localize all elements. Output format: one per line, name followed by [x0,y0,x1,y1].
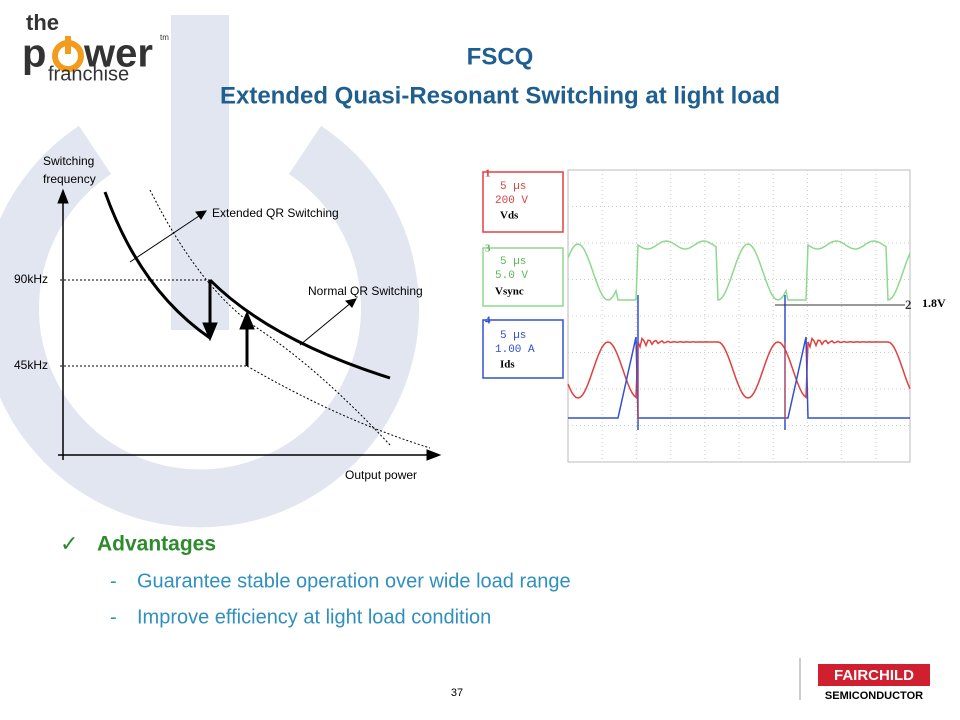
level-label: 45kHz [14,358,48,372]
footer-logo-sub: SEMICONDUCTOR [825,690,923,702]
y-axis-arrow [57,188,69,204]
lower-dotted [246,365,431,449]
channel-box [482,319,564,379]
callout-line [299,301,353,346]
down-arrow-head [202,322,218,342]
subtitle: Extended Quasi-Resonant Switching at lig… [220,82,780,109]
normal-label: Normal QR Switching [308,284,423,298]
logo-franchise: franchise [48,63,129,85]
check-mark: ✓ [60,531,78,556]
callout-head [344,298,357,308]
channel-box [482,171,564,233]
footer-logo-name: FAIRCHILD [834,667,914,684]
channel-name: Vds [500,210,519,222]
channel-box [482,247,564,307]
logo-tm: tm [160,33,169,42]
callout-line [129,213,203,263]
logo-the: the [26,10,59,35]
channel-name: Vsync [495,286,524,298]
channel-number: 4 [485,315,491,327]
x-axis-arrow [426,449,442,461]
watermark-arc [0,125,419,528]
channel-number: 3 [485,243,491,255]
bullet-text: Improve efficiency at light load conditi… [137,606,491,628]
up-arrow-head [239,310,255,330]
logo-wer: wer [83,32,153,76]
normal-qr-curve [208,278,391,380]
channel-scale: 5.0 V [495,270,528,282]
level-label: 90kHz [14,272,48,286]
bullet-text: Guarantee stable operation over wide loa… [137,570,571,592]
y-label: frequency [43,172,96,186]
normal-qr-dotted [149,189,391,446]
y-label: Switching [43,154,94,168]
scope [567,169,911,463]
channel-time: 5 µs [500,181,526,193]
ref-level: 1.8V [922,296,946,310]
channel-name: Ids [500,359,515,371]
advantages-heading: Advantages [97,533,216,556]
channel-time: 5 µs [500,330,526,342]
title: FSCQ [467,43,534,70]
waveform-vsync [567,240,911,301]
extended-qr-curve [103,191,211,340]
diagram [57,188,442,461]
footer-logo-box [818,664,930,686]
logo-p: p [22,32,46,76]
channel-boxes: 1 5 µs 200 V Vds 3 5 µs 5.0 V Vsync 4 5 … [482,168,564,379]
bullet-marker: - [110,606,117,628]
ref-marker: 2 [905,297,912,312]
extended-label: Extended QR Switching [212,206,339,220]
channel-time: 5 µs [500,256,526,268]
channel-scale: 1.00 A [495,344,535,356]
waveform-vds [567,336,911,400]
x-label: Output power [345,468,417,482]
waveform-ids [568,336,910,419]
channel-scale: 200 V [495,195,528,207]
channel-number: 1 [485,168,491,180]
page-number: 37 [451,687,463,699]
bullet-marker: - [110,570,117,592]
callout-head [195,210,207,220]
